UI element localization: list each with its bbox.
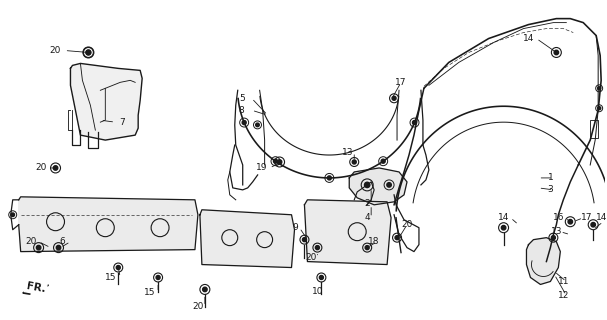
Text: 20: 20 (306, 253, 317, 262)
Circle shape (413, 121, 416, 124)
Polygon shape (19, 197, 198, 252)
Circle shape (302, 238, 307, 242)
Text: 15: 15 (144, 288, 156, 297)
Text: 5: 5 (239, 94, 245, 103)
Circle shape (256, 123, 259, 127)
Text: FR.: FR. (25, 281, 46, 294)
Circle shape (598, 107, 601, 110)
Text: 14: 14 (523, 34, 534, 43)
Circle shape (277, 160, 282, 164)
Text: 14: 14 (595, 213, 607, 222)
Circle shape (242, 121, 246, 124)
Text: 11: 11 (558, 277, 569, 286)
Text: 8: 8 (239, 106, 245, 115)
Circle shape (156, 276, 160, 279)
Circle shape (352, 160, 356, 164)
Circle shape (86, 50, 91, 55)
Circle shape (11, 213, 15, 217)
Text: 12: 12 (558, 291, 569, 300)
Circle shape (274, 159, 277, 163)
Circle shape (554, 50, 558, 55)
Text: 6: 6 (59, 237, 66, 246)
Circle shape (591, 222, 595, 227)
Text: 3: 3 (548, 185, 553, 194)
Text: 20: 20 (25, 237, 36, 246)
Circle shape (387, 183, 392, 187)
Polygon shape (305, 200, 391, 265)
Circle shape (395, 236, 399, 240)
Circle shape (392, 96, 396, 100)
Text: 17: 17 (580, 213, 592, 222)
Text: 1: 1 (548, 173, 553, 182)
Bar (590, 120, 598, 138)
Text: 14: 14 (498, 213, 509, 222)
Circle shape (365, 246, 369, 250)
Circle shape (316, 246, 319, 250)
Text: 13: 13 (551, 227, 562, 236)
Circle shape (568, 220, 572, 224)
Text: 17: 17 (395, 78, 407, 87)
Circle shape (36, 245, 41, 250)
Polygon shape (526, 238, 560, 284)
Circle shape (53, 166, 58, 170)
Text: 16: 16 (552, 213, 564, 222)
Circle shape (319, 276, 324, 279)
Text: 7: 7 (120, 118, 125, 127)
Circle shape (56, 245, 61, 250)
Text: 10: 10 (311, 287, 323, 296)
Text: 2: 2 (364, 199, 370, 208)
Text: 19: 19 (256, 164, 268, 172)
Polygon shape (349, 168, 407, 205)
Text: 20: 20 (192, 302, 203, 311)
Circle shape (203, 287, 207, 292)
Text: 20: 20 (35, 164, 46, 172)
Circle shape (364, 182, 370, 188)
Circle shape (598, 87, 601, 90)
Circle shape (381, 159, 385, 163)
Text: 20: 20 (401, 220, 413, 229)
Text: 18: 18 (368, 237, 380, 246)
Text: 9: 9 (293, 223, 299, 232)
Circle shape (501, 226, 506, 230)
Text: 4: 4 (364, 213, 370, 222)
Circle shape (551, 236, 555, 240)
Text: 15: 15 (104, 273, 116, 282)
Circle shape (327, 176, 331, 180)
Text: 20: 20 (50, 46, 61, 55)
Polygon shape (70, 63, 142, 140)
Text: 13: 13 (342, 148, 353, 156)
Circle shape (86, 50, 90, 55)
Circle shape (117, 266, 120, 269)
Polygon shape (200, 210, 294, 268)
